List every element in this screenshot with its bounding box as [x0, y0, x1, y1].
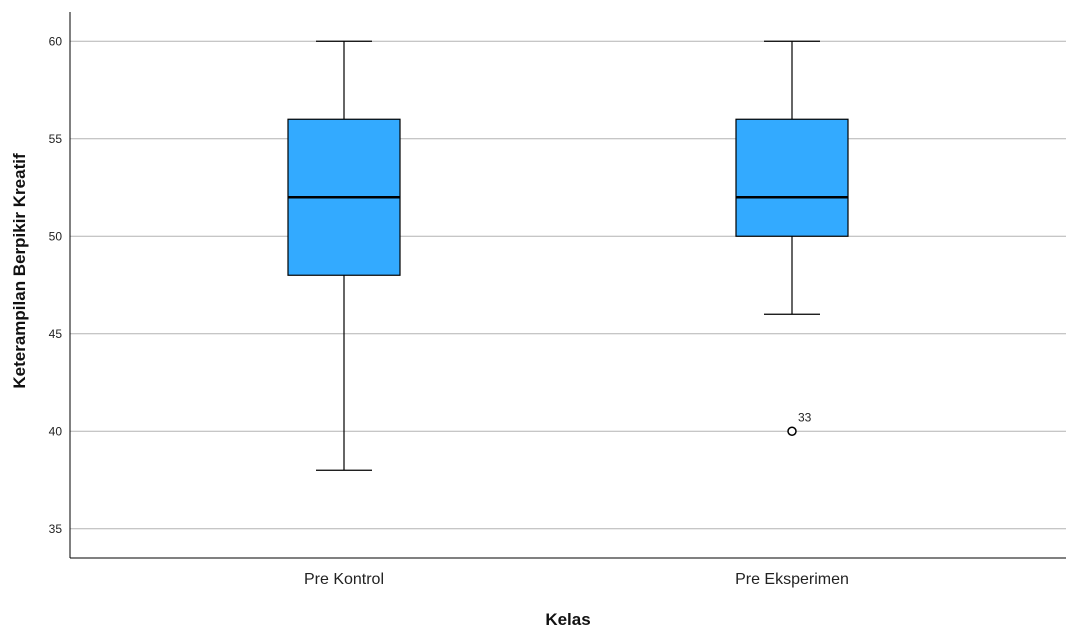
- y-tick-label-55: 55: [49, 132, 63, 146]
- x-category-label-1: Pre Kontrol: [304, 571, 384, 588]
- iqr-box: [735, 118, 849, 237]
- labels: 35 40 45 50 55 60 Pre Kontrol Pre Eksperimen: [49, 34, 849, 588]
- outlier-label: 33: [798, 410, 812, 424]
- y-tick-label-35: 35: [49, 522, 63, 536]
- x-category-label-2: Pre Eksperimen: [735, 571, 849, 588]
- y-tick-label-45: 45: [49, 327, 63, 341]
- box-1: [287, 40, 401, 471]
- outlier-point: [787, 426, 797, 436]
- axes: [69, 12, 1066, 559]
- y-tick-label-50: 50: [49, 229, 63, 243]
- box-2: 33: [735, 40, 849, 436]
- y-axis-title: Keterampilan Berpikir Kreatif: [10, 153, 29, 389]
- y-tick-label-40: 40: [49, 424, 63, 438]
- y-tick-label-60: 60: [49, 34, 63, 48]
- grid-lines: [70, 40, 1066, 530]
- boxes: 33: [287, 40, 849, 471]
- x-axis-title: Kelas: [545, 610, 590, 629]
